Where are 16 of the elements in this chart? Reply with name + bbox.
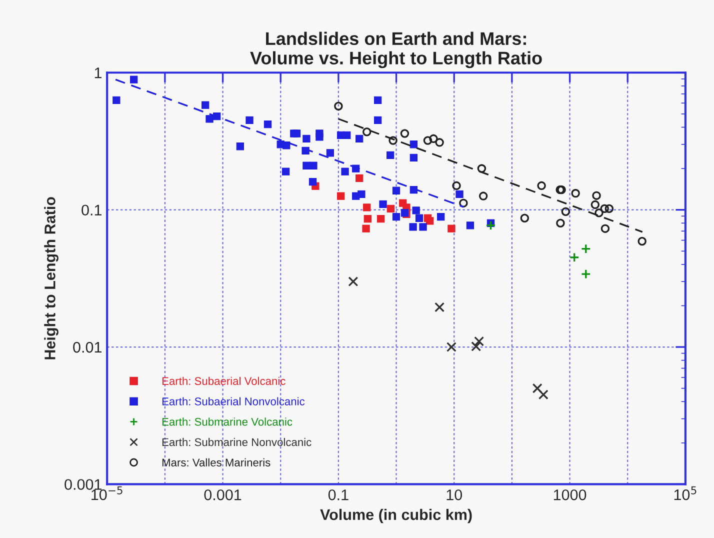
legend-label: Earth: Submarine Volcanic (162, 418, 292, 426)
chart-title: Landslides on Earth and Mars: Volume vs. Height to Length Ratio (250, 32, 542, 68)
y-axis-title: Height to Length Ratio (44, 197, 58, 360)
x-tick-label: 10 (446, 489, 462, 500)
y-tick-label: 0.01 (73, 342, 102, 353)
x-tick-label: 0.001 (204, 489, 242, 500)
legend-label: Mars: Valles Marineris (162, 458, 270, 466)
legend-label: Earth: Submarine Nonvolcanic (162, 438, 312, 446)
y-tick-label: 1 (94, 68, 102, 78)
x-tick-label: 1000 (554, 489, 586, 500)
x-axis-title: Volume (in cubic km) (320, 508, 472, 524)
legend-label: Earth: Subaerial Nonvolcanic (162, 397, 305, 406)
y-tick-label: 0.1 (82, 204, 102, 216)
x-tick-label: 10$^{5}$ (674, 486, 696, 500)
x-tick-label: 0.1 (328, 489, 348, 500)
legend-label: Earth: Subaerial Volcanic (162, 376, 286, 386)
